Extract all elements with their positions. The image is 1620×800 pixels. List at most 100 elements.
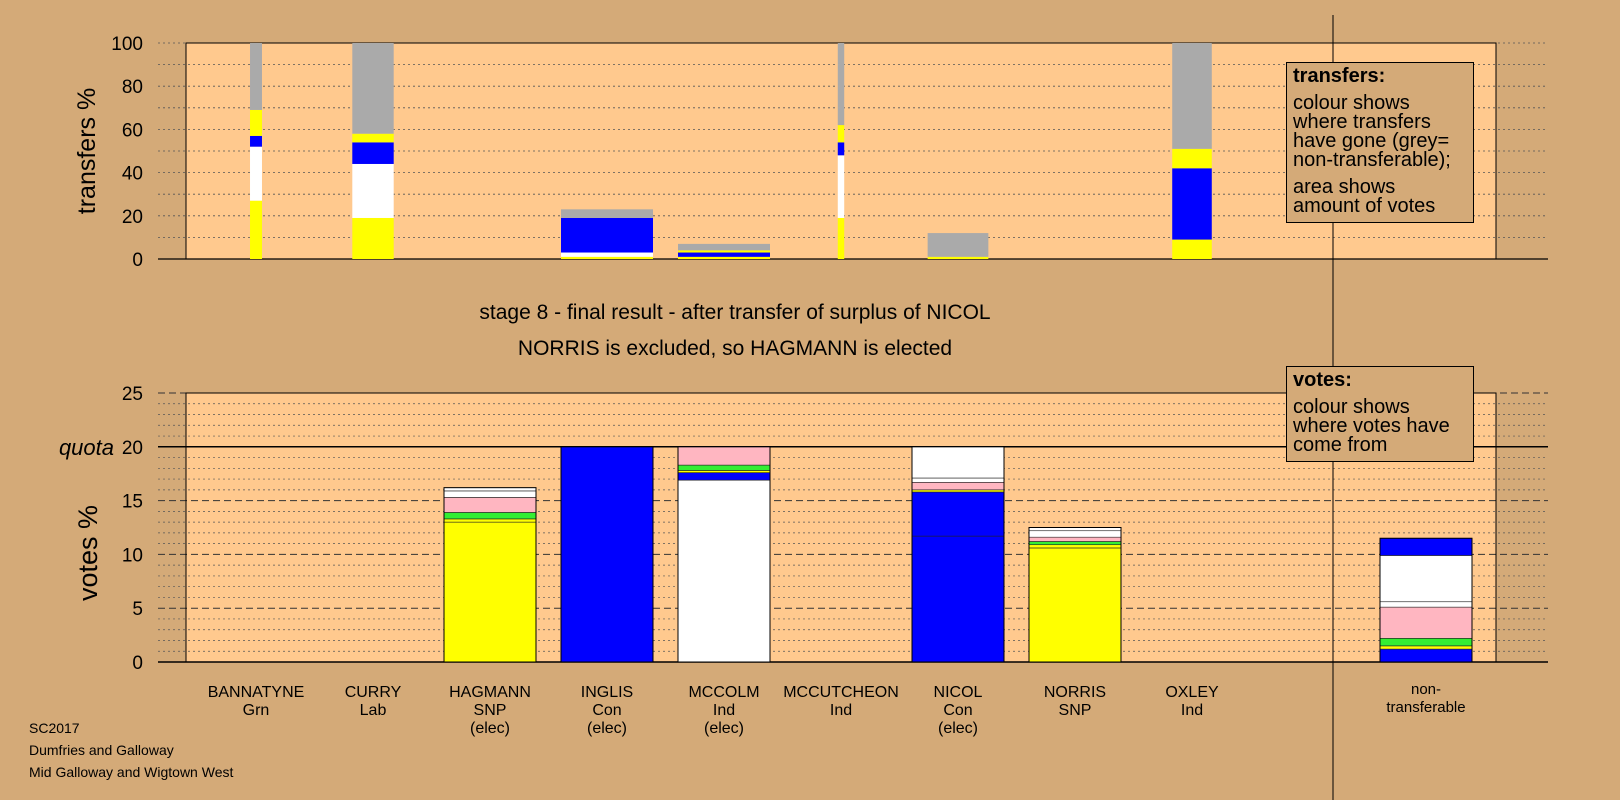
- candidate-name: MCCUTCHEON: [783, 684, 899, 701]
- transfer-segment: [837, 142, 845, 156]
- candidate-party: Grn: [243, 702, 270, 719]
- candidate-party: Lab: [360, 702, 387, 719]
- vote-segment: [911, 482, 1005, 491]
- quota-label: quota: [59, 435, 114, 460]
- transfer-segment: [561, 252, 653, 257]
- votes-legend-title: votes:: [1293, 369, 1352, 391]
- transfer-segment: [352, 43, 394, 134]
- source-council: Dumfries and Galloway: [29, 742, 174, 758]
- transfer-segment: [1172, 148, 1212, 169]
- candidate-party: Ind: [713, 702, 735, 719]
- transfer-segment: [837, 125, 845, 143]
- transfer-segment: [352, 133, 394, 143]
- transfers-tick-label: 100: [111, 34, 143, 55]
- candidate-status: (elec): [938, 720, 978, 737]
- transfer-segment: [927, 256, 989, 259]
- vote-segment: [1028, 536, 1122, 542]
- transfer-segment: [678, 252, 770, 257]
- transfer-segment: [250, 146, 262, 201]
- vote-bar-outline: [443, 487, 537, 663]
- transfer-segment: [837, 155, 845, 218]
- candidate-name: INGLIS: [581, 684, 633, 701]
- vote-segment: [677, 446, 771, 466]
- vote-bar-nicol: [911, 446, 1005, 663]
- vote-bar-norris: [1028, 527, 1122, 663]
- votes-tick-label: 10: [122, 545, 143, 566]
- candidate-party: SNP: [474, 702, 507, 719]
- transfer-segment: [837, 43, 845, 126]
- votes-y-axis-label: votes %: [73, 505, 103, 601]
- transfer-segment: [561, 217, 653, 253]
- transfers-tick-label: 40: [122, 164, 143, 185]
- candidate-name: NORRIS: [1044, 684, 1106, 701]
- transfer-segment: [561, 256, 653, 259]
- candidate-name: NICOL: [934, 684, 983, 701]
- transfers-legend-title: transfers:: [1293, 65, 1386, 87]
- vote-bar-outline: [1028, 527, 1122, 663]
- vote-segment: [1379, 606, 1473, 639]
- stage-subtitle: NORRIS is excluded, so HAGMANN is electe…: [518, 337, 952, 360]
- vote-segment: [677, 470, 771, 473]
- transfer-segment: [561, 209, 653, 218]
- candidate-party: Ind: [1181, 702, 1203, 719]
- votes-tick-label: 5: [132, 599, 143, 620]
- candidate-name: BANNATYNE: [208, 684, 305, 701]
- votes-plot-area: [186, 393, 1496, 662]
- candidate-name: MCCOLM: [688, 684, 759, 701]
- vote-segment: [677, 479, 771, 663]
- vote-segment: [911, 477, 1005, 483]
- transfer-segment: [250, 135, 262, 147]
- votes-tick-label: 0: [132, 653, 143, 674]
- votes-legend-text: colour shows where votes have come from: [1293, 396, 1450, 456]
- transfer-segment: [352, 217, 394, 259]
- transfer-segment: [837, 217, 845, 259]
- vote-bar-outline: [560, 446, 654, 663]
- vote-segment: [1028, 547, 1122, 663]
- vote-bar-mccolm: [677, 446, 771, 663]
- vote-bar-outline: [911, 446, 1005, 663]
- candidate-label: non-transferable: [1386, 681, 1465, 716]
- vote-segment: [443, 490, 537, 498]
- vote-segment: [1379, 648, 1473, 663]
- source-election: SC2017: [29, 720, 80, 736]
- vote-segment: [1379, 555, 1473, 603]
- vote-segment: [443, 518, 537, 523]
- transfers-y-axis-label: transfers %: [73, 88, 101, 214]
- vote-segment: [1379, 645, 1473, 650]
- transfers-tick-label: 60: [122, 120, 143, 141]
- vote-segment: [677, 472, 771, 481]
- transfers-legend-text-2: area shows amount of votes: [1293, 176, 1436, 217]
- candidate-party: Con: [592, 702, 621, 719]
- vote-segment: [443, 497, 537, 513]
- vote-segment: [1028, 530, 1122, 538]
- vote-segment: [911, 489, 1005, 493]
- candidate-name: HAGMANN: [449, 684, 531, 701]
- candidate-party: transferable: [1386, 699, 1465, 716]
- candidate-status: (elec): [704, 720, 744, 737]
- vote-segment: [1028, 541, 1122, 546]
- transfers-tick-label: 0: [132, 250, 143, 271]
- source-block: SC2017 Dumfries and Galloway Mid Gallowa…: [29, 717, 233, 783]
- transfer-segment: [1172, 239, 1212, 259]
- transfers-tick-label: 80: [122, 77, 143, 98]
- transfer-segment: [352, 163, 394, 218]
- vote-segment: [677, 464, 771, 471]
- transfer-segment: [250, 109, 262, 136]
- vote-segment: [911, 535, 1005, 663]
- vote-bar-outline: [677, 446, 771, 663]
- candidate-status: (elec): [470, 720, 510, 737]
- transfer-segment: [352, 142, 394, 164]
- votes-tick-label: 25: [122, 384, 143, 405]
- candidate-party: SNP: [1059, 702, 1092, 719]
- vote-segment: [1379, 537, 1473, 556]
- votes-tick-label: 15: [122, 492, 143, 513]
- vote-bar-non-transferable: [1379, 537, 1473, 663]
- vote-segment: [560, 446, 654, 663]
